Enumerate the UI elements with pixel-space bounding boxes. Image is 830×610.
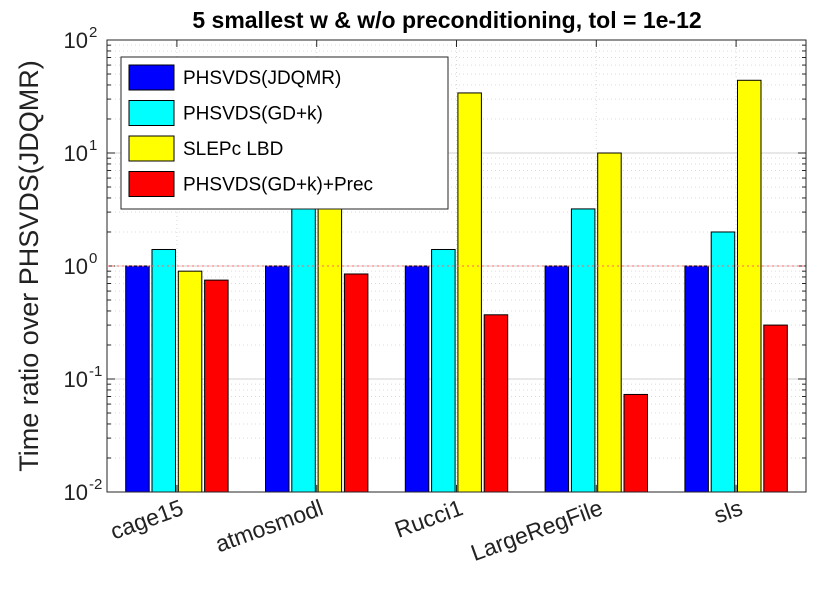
legend-swatch [128,171,175,197]
y-tick-exponent: 2 [89,24,97,41]
chart-origin [0,0,1,1]
bar [265,265,290,493]
bar [431,248,456,493]
bar [177,270,203,493]
legend-label: PHSVDS(JDQMR) [183,68,341,89]
bar [404,265,430,493]
bar [544,265,570,493]
legend-box [120,56,449,210]
bar [597,152,622,493]
legend: PHSVDS(JDQMR) PHSVDS(GD+k) SLEPc LBD PHSVDS… [120,56,449,210]
legend-label: PHSVDS(GD+k) [183,104,323,125]
chart-title: 5 smallest w & w/o preconditioning, tol … [192,7,701,33]
bar [570,208,596,493]
bar [483,314,509,493]
bar [151,248,176,493]
legend-swatch [128,135,175,162]
bar [710,231,736,493]
bar [763,324,788,493]
bar [343,273,369,493]
bar [684,265,709,493]
y-axis-label: Time ratio over PHSVDS(JDQMR) [14,60,44,472]
legend-label: PHSVDS(GD+k)+Prec [183,175,373,196]
y-tick-exponent: -1 [89,363,102,380]
legend-swatch [128,100,175,126]
bar [317,208,343,493]
y-tick-exponent: 0 [89,250,97,267]
legend-label: SLEPc LBD [183,139,283,160]
y-tick-label: 10 [64,141,88,166]
bar [125,265,150,493]
bar [623,393,648,493]
bar [457,92,482,493]
y-tick-exponent: -2 [89,476,102,493]
bar [291,208,316,493]
y-tick-label: 10 [64,28,88,53]
y-tick-label: 10 [64,254,88,279]
y-tick-exponent: 1 [89,137,97,154]
y-tick-label: 10 [64,367,88,392]
y-tick-label: 10 [64,480,88,505]
legend-swatch [128,64,175,91]
bar [204,279,229,493]
bar [737,79,762,493]
